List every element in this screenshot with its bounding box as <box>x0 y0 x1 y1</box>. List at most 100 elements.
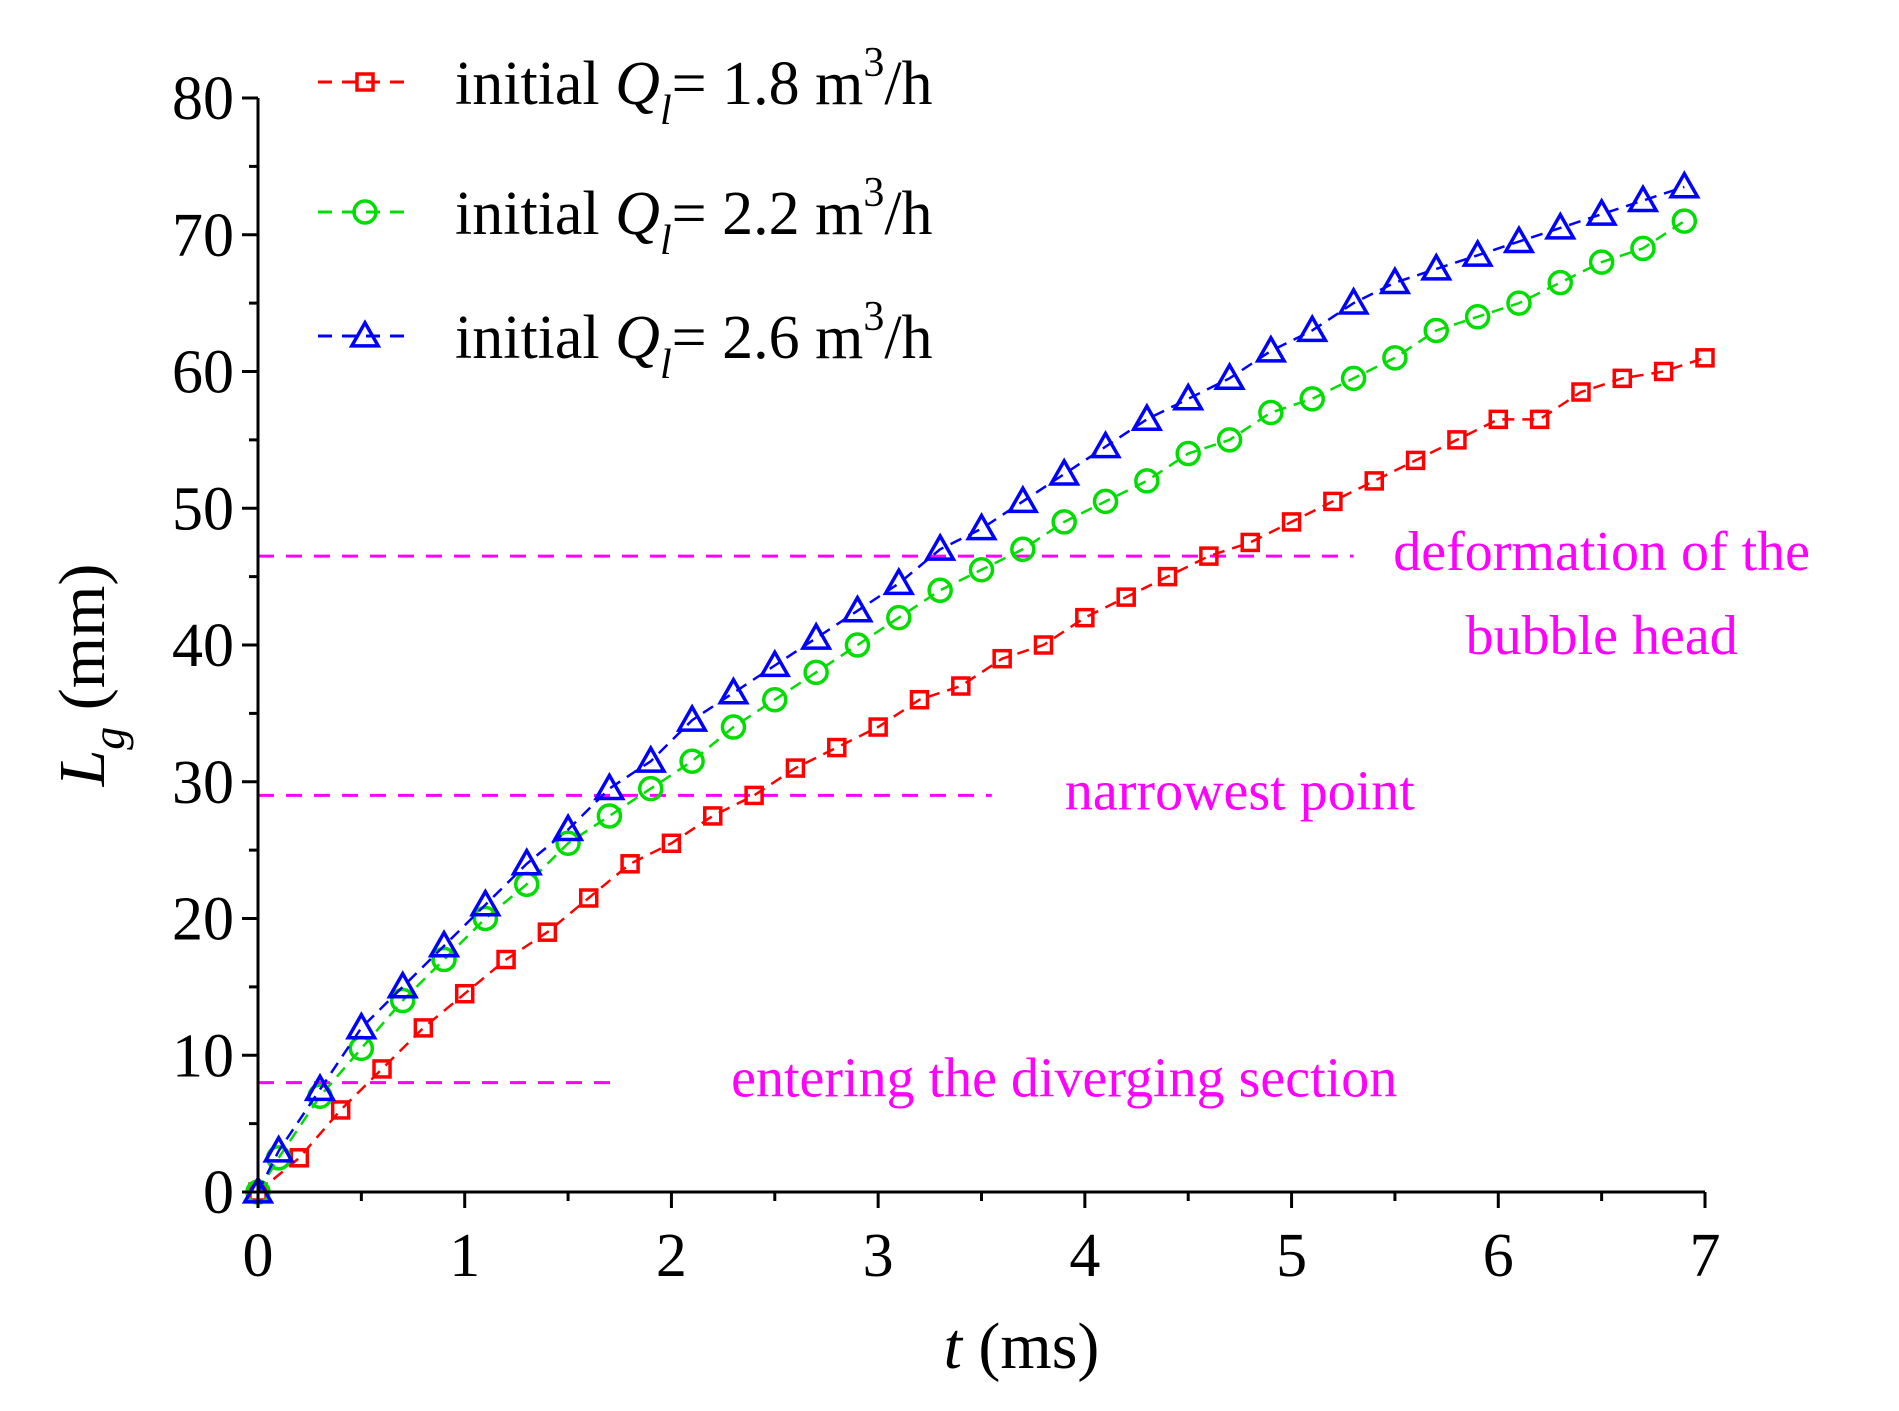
series-1-point-6 <box>472 905 499 932</box>
legend-item-0: initial Ql= 1.8 m3/h <box>318 40 933 134</box>
series-2-point-17 <box>923 532 957 561</box>
legend-label-sup: 3 <box>863 170 884 216</box>
series-1-point-5 <box>431 946 457 973</box>
series-0-point-16 <box>909 689 930 710</box>
series-0-point-10 <box>661 833 682 854</box>
series-2 <box>241 170 1701 1204</box>
series-0-point-7 <box>537 922 558 942</box>
annotation-1-line-0: narrowest point <box>1065 760 1415 822</box>
series-0-point-29 <box>1447 430 1467 450</box>
series-2-point-14 <box>799 621 833 650</box>
series-2-point-24 <box>1213 361 1246 390</box>
annotation-0-line-0: deformation of the <box>1393 521 1810 583</box>
x-tick-label-6: 6 <box>1483 1222 1514 1290</box>
series-2-point-33 <box>1585 197 1618 226</box>
legend-label-sup: 3 <box>863 40 884 86</box>
series-2-point-13 <box>758 648 792 678</box>
series-2-point-21 <box>1089 429 1122 459</box>
series-2-point-7 <box>510 847 543 876</box>
series-2-point-22 <box>1130 402 1164 432</box>
series-0-point-20 <box>1075 607 1095 628</box>
annotation-0: deformation of the bubble head <box>1393 521 1810 667</box>
legend-label-1: initial Ql= 2.2 m3/h <box>455 170 933 264</box>
series-0-point-13 <box>785 758 806 778</box>
y-tick-label-0: 0 <box>203 1159 234 1227</box>
legend-label-2: initial Ql= 2.6 m3/h <box>455 294 933 388</box>
legend-label-var: Q <box>615 180 660 248</box>
series-0-point-21 <box>1116 587 1136 607</box>
series-0-point-27 <box>1364 471 1385 491</box>
x-axis-label-var: t <box>944 1310 964 1383</box>
series-1-point-4 <box>389 987 416 1014</box>
legend-item-1: initial Ql= 2.2 m3/h <box>318 170 933 264</box>
series-1-point-12 <box>720 714 747 740</box>
legend-label-end: /h <box>884 50 932 118</box>
series-2-point-29 <box>1420 252 1453 281</box>
series-1-point-27 <box>1340 365 1367 392</box>
series-1-point-33 <box>1588 249 1615 275</box>
annotation-0-line-1: bubble head <box>1466 605 1738 667</box>
series-1-point-21 <box>1092 488 1119 515</box>
legend-label-sup: 3 <box>863 294 884 340</box>
series-2-point-34 <box>1626 183 1660 213</box>
series-0-point-17 <box>951 676 971 696</box>
series-2-point-12 <box>717 676 750 705</box>
legend-label-prefix: initial <box>455 304 615 372</box>
legend-label-prefix: initial <box>455 50 615 118</box>
series-0-point-2 <box>330 1100 351 1120</box>
y-tick-label-8: 80 <box>172 65 234 133</box>
series-2-point-6 <box>469 888 502 917</box>
legend-label-sub: l <box>660 88 672 134</box>
series-2-point-3 <box>345 1011 378 1040</box>
series-2-point-31 <box>1502 224 1536 254</box>
series-2-point-26 <box>1296 313 1329 343</box>
legend-label-end: /h <box>884 304 932 372</box>
legend-label-end: /h <box>884 180 932 248</box>
legend-label-prefix: initial <box>455 180 615 248</box>
x-tick-label-5: 5 <box>1276 1222 1307 1290</box>
y-tick-label-5: 50 <box>172 475 234 543</box>
series-0 <box>248 348 1715 1202</box>
series-1-point-15 <box>844 632 871 658</box>
x-axis-label-unit: (ms) <box>962 1310 1099 1383</box>
series-0-point-26 <box>1323 491 1343 512</box>
legend-label-var: Q <box>615 304 660 372</box>
legend-label-mid: = 1.8 m <box>672 50 864 118</box>
y-axis-label-var: L <box>46 750 119 788</box>
series-2-point-16 <box>882 566 916 596</box>
y-axis-label-sub: g <box>83 727 134 750</box>
annotation-1: narrowest point <box>1065 760 1415 822</box>
x-tick-label-3: 3 <box>863 1222 894 1290</box>
series-0-point-34 <box>1653 361 1674 382</box>
y-tick-label-2: 20 <box>172 886 234 954</box>
series-0-point-30 <box>1488 409 1509 430</box>
y-axis-label-unit: (mm) <box>46 564 119 727</box>
series-1-point-29 <box>1423 317 1450 344</box>
x-tick-label-4: 4 <box>1069 1222 1100 1290</box>
series-1-point-3 <box>348 1035 375 1062</box>
series-2-point-11 <box>675 703 709 732</box>
series-1-point-19 <box>1010 536 1036 563</box>
series-0-point-14 <box>827 737 847 758</box>
series-0-point-4 <box>413 1018 434 1038</box>
x-tick-label-7: 7 <box>1690 1222 1721 1290</box>
series-1-point-32 <box>1547 269 1574 296</box>
series-0-point-18 <box>992 648 1012 669</box>
y-tick-label-4: 40 <box>172 612 234 680</box>
x-axis-label: t (ms) <box>944 1310 1100 1383</box>
series-0-point-25 <box>1281 512 1302 532</box>
legend-item-2: initial Ql= 2.6 m3/h <box>318 294 933 388</box>
series-1-point-28 <box>1382 345 1408 371</box>
series-1-point-20 <box>1051 509 1077 535</box>
series-1-point-9 <box>596 803 623 829</box>
legend-label-sub: l <box>660 342 672 388</box>
series-2-point-19 <box>1006 484 1040 514</box>
y-axis-label: Lg (mm) <box>46 564 134 788</box>
legend-marker-0 <box>355 72 375 92</box>
series-0-point-5 <box>454 983 475 1004</box>
series-2-point-10 <box>634 744 667 773</box>
legend-label-mid: = 2.6 m <box>672 304 864 372</box>
series-1-point-31 <box>1506 290 1532 316</box>
